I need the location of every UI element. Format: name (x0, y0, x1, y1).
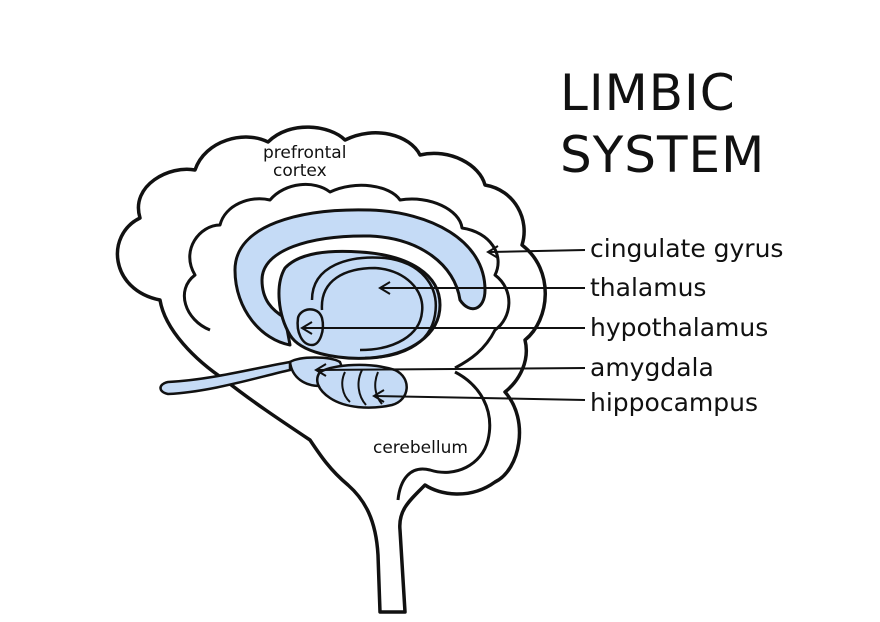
cortex-fold-outline (182, 182, 511, 370)
prefrontal-label-line-1: prefrontal (263, 143, 347, 163)
thalamus-label: thalamus (590, 273, 707, 302)
olfactory-tract-shape (159, 360, 292, 396)
thalamus-inner-loop (310, 256, 438, 360)
cingulate-gyrus-label: cingulate gyrus (590, 234, 784, 263)
title-line-2: SYSTEM (560, 126, 766, 184)
amygdala-pointer (317, 367, 586, 371)
hippocampus-pointer (375, 395, 586, 401)
fornix-line (320, 266, 424, 352)
title-line-1: LIMBIC (560, 64, 736, 122)
prefrontal-label-line-2: cortex (273, 161, 327, 181)
cingulate-pointer (489, 249, 586, 253)
hypothalamus-label: hypothalamus (590, 313, 769, 342)
amygdala-label: amygdala (590, 353, 714, 382)
pointer-lines (300, 245, 586, 403)
cerebellum-label: cerebellum (373, 438, 468, 458)
hippocampus-label: hippocampus (590, 388, 758, 417)
hippocampus-ridges (341, 369, 383, 406)
